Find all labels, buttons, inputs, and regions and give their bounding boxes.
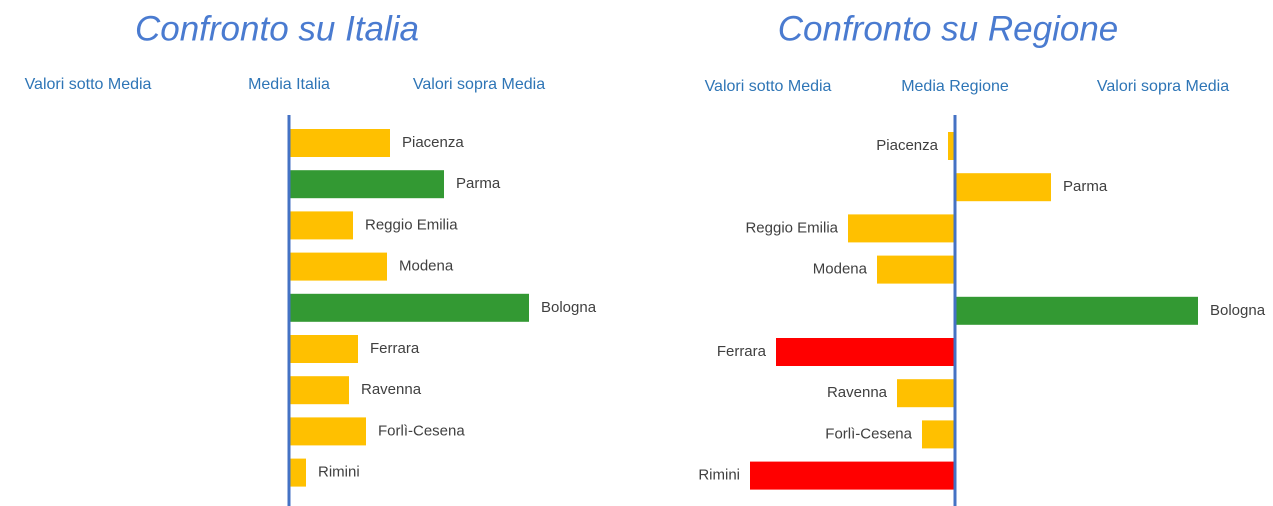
- center-label: Media Italia: [248, 76, 330, 93]
- bar-label: Reggio Emilia: [745, 219, 838, 236]
- bar: [289, 417, 366, 446]
- bar-label: Parma: [456, 175, 501, 192]
- bar: [289, 129, 390, 157]
- bar: [750, 461, 955, 490]
- bar: [289, 458, 306, 487]
- bar-label: Reggio Emilia: [365, 216, 458, 233]
- bar-label: Modena: [813, 261, 868, 278]
- bar-label: Bologna: [1210, 302, 1266, 319]
- above-label: Valori sopra Media: [413, 76, 545, 93]
- bar: [922, 420, 955, 449]
- bar-label: Forlì-Cesena: [378, 422, 465, 439]
- bar-label: Piacenza: [402, 134, 464, 151]
- bar-label: Modena: [399, 258, 454, 275]
- below-label: Valori sotto Media: [25, 76, 152, 93]
- bar-label: Piacenza: [876, 137, 938, 154]
- bar: [877, 255, 955, 284]
- bar-label: Bologna: [541, 299, 597, 316]
- below-label: Valori sotto Media: [705, 78, 832, 95]
- bar: [955, 173, 1051, 202]
- bar: [289, 170, 444, 199]
- center-label: Media Regione: [901, 78, 1009, 95]
- bar: [289, 376, 349, 405]
- bar-label: Rimini: [698, 467, 740, 484]
- bar: [897, 379, 955, 408]
- bar-label: Parma: [1063, 178, 1108, 195]
- bar-label: Ravenna: [361, 381, 422, 398]
- bar: [289, 211, 353, 240]
- bar-label: Ferrara: [370, 340, 420, 357]
- bar: [289, 293, 529, 322]
- above-label: Valori sopra Media: [1097, 78, 1229, 95]
- bar-label: Ravenna: [827, 384, 888, 401]
- bar: [848, 214, 955, 243]
- chart-title: Confronto su Regione: [778, 9, 1119, 48]
- bar-label: Rimini: [318, 464, 360, 481]
- bar-label: Forlì-Cesena: [825, 425, 912, 442]
- bar: [776, 338, 955, 366]
- bar: [289, 252, 387, 281]
- bar: [948, 132, 955, 160]
- bar: [955, 296, 1198, 325]
- bar-label: Ferrara: [717, 343, 767, 360]
- chart-title: Confronto su Italia: [135, 9, 419, 48]
- bar: [289, 335, 358, 363]
